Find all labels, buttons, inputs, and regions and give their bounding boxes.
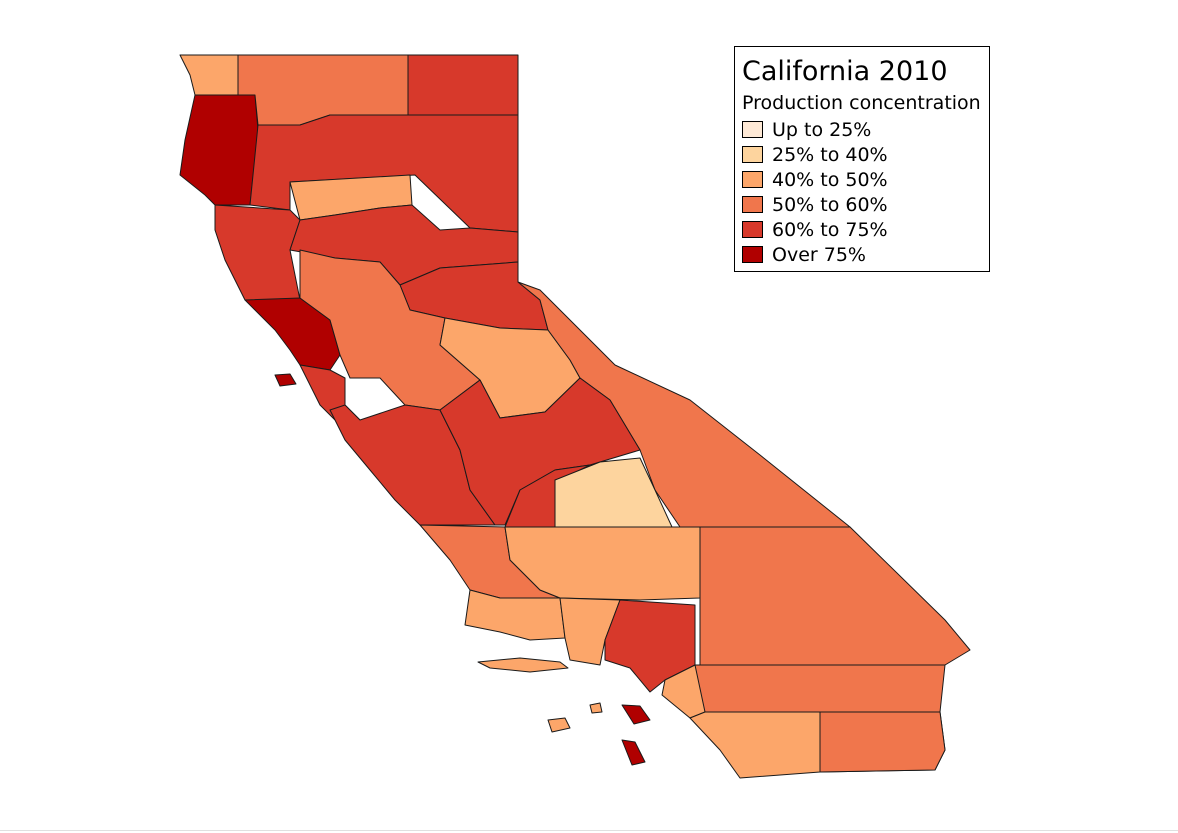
legend-items: Up to 25% 25% to 40% 40% to 50% 50% to 6… <box>742 117 983 267</box>
map-legend: California 2010 Production concentration… <box>734 46 990 272</box>
map-region-los-angeles <box>604 599 696 693</box>
legend-swatch <box>742 121 763 138</box>
legend-label: 25% to 40% <box>772 143 888 166</box>
legend-label: 60% to 75% <box>772 218 888 241</box>
map-region-northwest-coast <box>179 94 259 206</box>
legend-swatch <box>742 171 763 188</box>
map-region-central-coast-south <box>699 526 971 666</box>
legend-label: Over 75% <box>772 243 866 266</box>
map-region-san-diego <box>689 711 821 779</box>
map-region-northeast <box>407 54 519 116</box>
legend-swatch <box>742 246 763 263</box>
legend-swatch <box>742 146 763 163</box>
legend-label: 40% to 50% <box>772 168 888 191</box>
legend-label: 50% to 60% <box>772 193 888 216</box>
map-title: California 2010 <box>742 56 948 87</box>
map-region-channel-islands <box>477 657 603 733</box>
legend-swatch <box>742 196 763 213</box>
legend-item: Up to 25% <box>742 117 983 142</box>
legend-item: 50% to 60% <box>742 192 983 217</box>
legend-item: 25% to 40% <box>742 142 983 167</box>
map-region-santa-barbara <box>464 589 566 641</box>
footer-divider <box>0 830 1178 831</box>
legend-item: 40% to 50% <box>742 167 983 192</box>
map-region-farallon <box>274 373 297 387</box>
legend-item: Over 75% <box>742 242 983 267</box>
legend-label: Up to 25% <box>772 118 872 141</box>
legend-swatch <box>742 221 763 238</box>
map-region-catalina <box>621 704 651 766</box>
map-region-san-bernardino <box>679 664 946 713</box>
map-region-coastal-north <box>214 204 301 301</box>
legend-subtitle: Production concentration <box>742 92 981 114</box>
legend-item: 60% to 75% <box>742 217 983 242</box>
map-region-imperial <box>819 711 946 773</box>
map-region-north-border-west <box>179 54 239 96</box>
